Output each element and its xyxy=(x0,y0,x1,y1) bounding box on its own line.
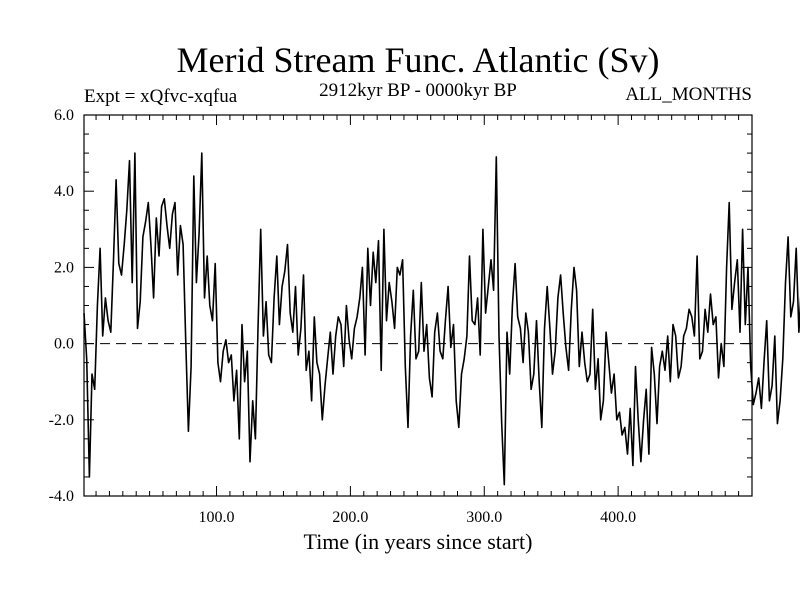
experiment-label: Expt = xQfvc-xqfua xyxy=(84,86,238,107)
chart-title: Merid Stream Func. Atlantic (Sv) xyxy=(177,40,660,80)
y-axis-ticks: -4.0 -2.0 0.0 2.0 4.0 6.0 xyxy=(49,107,752,505)
time-range-label: 2912kyr BP - 0000kyr BP xyxy=(319,80,517,101)
y-tick-label: 4.0 xyxy=(54,183,74,200)
y-tick-label: 6.0 xyxy=(54,107,74,124)
x-tick-label: 400.0 xyxy=(600,509,636,526)
y-tick-label: -2.0 xyxy=(49,412,74,429)
y-tick-label: 2.0 xyxy=(54,259,74,276)
x-axis-ticks: 100.0 200.0 300.0 400.0 xyxy=(95,115,740,526)
y-tick-label: -4.0 xyxy=(49,488,74,505)
y-tick-label: 0.0 xyxy=(54,336,74,353)
x-tick-label: 200.0 xyxy=(332,509,368,526)
x-axis-label: Time (in years since start) xyxy=(304,529,533,554)
months-label: ALL_MONTHS xyxy=(625,84,752,105)
series-line xyxy=(83,152,800,486)
x-tick-label: 100.0 xyxy=(199,509,235,526)
plot-frame xyxy=(83,114,753,497)
x-tick-label: 300.0 xyxy=(466,509,502,526)
